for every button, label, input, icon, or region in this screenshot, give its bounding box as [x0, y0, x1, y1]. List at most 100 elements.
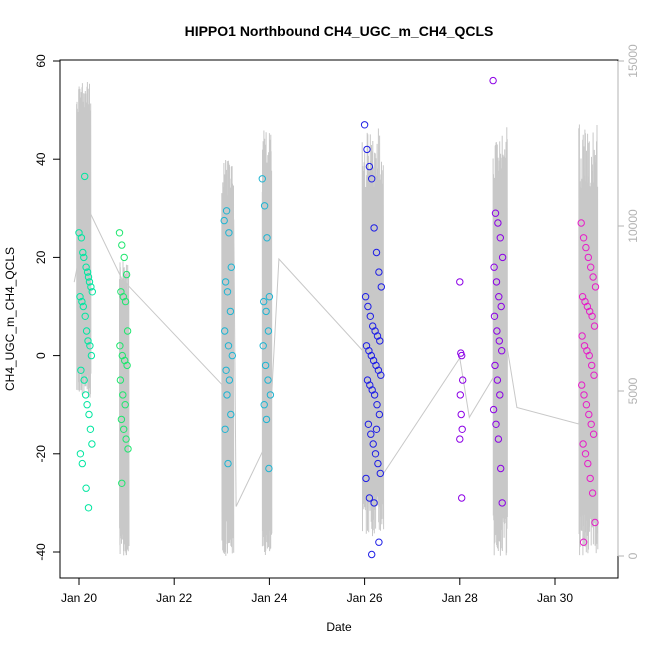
- data-point: [458, 494, 466, 502]
- data-point: [365, 162, 374, 171]
- series-flight-6: [577, 219, 600, 546]
- data-point: [266, 391, 275, 399]
- data-point: [578, 332, 586, 340]
- data-point: [587, 263, 595, 271]
- data-point: [124, 445, 132, 453]
- data-point: [498, 253, 507, 262]
- data-point: [456, 391, 464, 399]
- altitude-layer: [73, 81, 599, 556]
- data-point: [372, 425, 381, 433]
- data-point: [82, 391, 90, 399]
- data-point: [377, 283, 385, 291]
- data-point: [87, 283, 95, 291]
- data-point: [221, 425, 229, 433]
- data-point: [123, 361, 131, 370]
- data-point: [265, 293, 274, 301]
- y-tick-label: 60: [34, 54, 48, 68]
- x-axis: Jan 20 Jan 22 Jan 24 Jan 26 Jan 28 Jan 30: [61, 578, 573, 605]
- data-point: [584, 253, 592, 262]
- data-point: [123, 327, 132, 335]
- altitude-profile-1: [76, 81, 92, 398]
- data-point: [120, 425, 128, 433]
- data-point: [225, 229, 233, 237]
- y2-tick-label: 15000: [626, 44, 640, 78]
- data-point: [591, 518, 599, 527]
- data-point: [82, 484, 90, 492]
- data-point: [260, 297, 268, 306]
- data-point: [498, 347, 506, 355]
- data-point: [374, 459, 382, 468]
- data-point: [83, 268, 92, 276]
- y-tick-label: -20: [34, 445, 48, 463]
- data-point: [225, 376, 234, 384]
- data-point: [221, 327, 229, 335]
- data-point: [591, 283, 600, 291]
- x-tick-label: Jan 30: [537, 591, 573, 605]
- data-point: [263, 234, 271, 242]
- data-point: [258, 175, 266, 183]
- x-tick-label: Jan 24: [251, 591, 287, 605]
- data-point: [221, 278, 230, 286]
- series-flight-5: [456, 76, 507, 507]
- x-tick-label: Jan 28: [442, 591, 478, 605]
- data-point: [494, 219, 502, 227]
- data-point: [228, 351, 237, 360]
- data-point: [366, 312, 374, 320]
- data-point: [360, 121, 369, 129]
- y2-axis: 0 5000 10000 15000: [617, 44, 640, 559]
- data-point: [82, 327, 91, 335]
- data-point: [590, 322, 599, 330]
- data-point: [375, 268, 383, 276]
- y2-tick-label: 10000: [626, 209, 640, 243]
- series-flight-2: [115, 229, 132, 487]
- plot-frame: [59, 59, 619, 579]
- data-point: [120, 253, 128, 262]
- data-point: [363, 145, 371, 154]
- data-point: [361, 293, 370, 301]
- data-point: [582, 243, 590, 252]
- x-axis-label: Date: [326, 620, 352, 634]
- data-point: [368, 175, 376, 183]
- x-tick-label: Jan 26: [347, 591, 383, 605]
- series-flight-1: [75, 172, 97, 512]
- data-point: [84, 504, 93, 512]
- data-point: [496, 391, 504, 399]
- data-point: [489, 405, 498, 414]
- data-point: [78, 297, 86, 306]
- data-point: [88, 440, 96, 448]
- data-point: [376, 337, 384, 345]
- data-point: [224, 459, 232, 468]
- data-point: [76, 293, 84, 301]
- data-point: [81, 172, 89, 181]
- data-point: [456, 435, 464, 443]
- data-point: [116, 342, 124, 350]
- data-point: [589, 273, 597, 281]
- data-point: [492, 278, 501, 286]
- data-point: [376, 469, 384, 478]
- y-tick-label: -40: [34, 543, 48, 561]
- data-point: [582, 401, 591, 409]
- data-point: [497, 302, 505, 311]
- data-point: [578, 381, 586, 389]
- data-point: [76, 450, 85, 458]
- data-point: [121, 401, 129, 409]
- data-point: [87, 351, 96, 360]
- data-point: [79, 302, 88, 311]
- data-point: [222, 207, 231, 215]
- data-point: [495, 293, 503, 301]
- data-point: [456, 278, 464, 286]
- data-point: [495, 337, 503, 345]
- data-point: [362, 474, 370, 483]
- data-point: [585, 410, 593, 419]
- data-point: [375, 410, 384, 419]
- x-tick-label: Jan 22: [156, 591, 192, 605]
- data-point: [223, 391, 231, 399]
- data-point: [118, 241, 126, 249]
- data-point: [119, 391, 127, 399]
- data-point: [83, 401, 91, 409]
- data-point: [88, 288, 97, 296]
- data-point: [86, 342, 94, 350]
- data-point: [580, 391, 588, 399]
- x-tick-label: Jan 20: [61, 591, 97, 605]
- data-point: [588, 361, 596, 370]
